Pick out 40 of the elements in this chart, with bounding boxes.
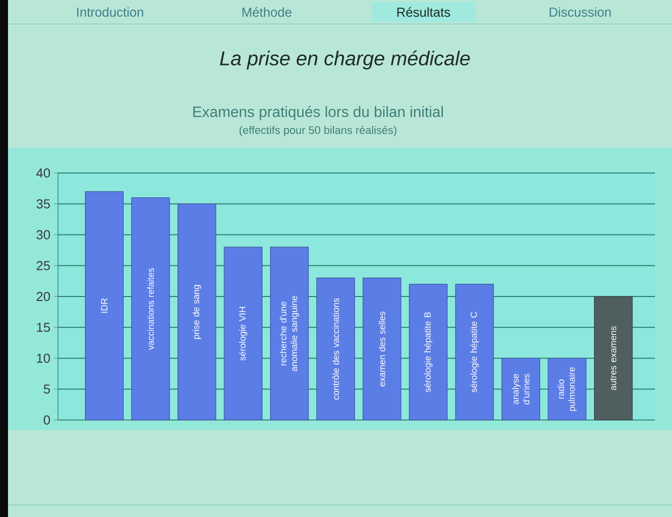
- bar: [455, 284, 494, 420]
- y-tick-label: 30: [36, 230, 50, 240]
- y-tick-label: 5: [44, 384, 50, 394]
- y-tick-label: 20: [36, 292, 50, 302]
- x-tick-label: autres examens: [610, 326, 616, 390]
- y-tick-label: 35: [36, 199, 50, 208]
- text: Introduction: [77, 7, 144, 17]
- x-tick-label: sérologie hépatite C: [470, 312, 479, 392]
- text: Résultats: [397, 7, 450, 17]
- chart-title: La prise en charge médicale: [220, 50, 470, 70]
- bar: [131, 197, 170, 420]
- y-tick-label: 0: [44, 415, 50, 425]
- x-tick-label: sérologie hépatite B: [424, 312, 432, 392]
- x-tick-label: radio pulmonaire: [557, 367, 577, 411]
- x-tick-label: contrôle des vaccinations: [332, 298, 340, 400]
- bar: [594, 296, 633, 420]
- text: Méthode: [242, 7, 292, 17]
- y-tick-label: 10: [36, 354, 50, 363]
- text: (effectifs pour 50 bilans réalisés): [240, 126, 396, 136]
- x-tick-label: analyse d'urines: [512, 374, 530, 404]
- x-tick-label: sérologie VIH: [238, 307, 248, 361]
- bar: [548, 358, 586, 420]
- bar: [270, 246, 309, 420]
- bar: [316, 278, 355, 420]
- bar: [362, 278, 402, 420]
- y-tick-label: 40: [36, 168, 50, 178]
- x-tick-label: vaccinations refaites: [147, 268, 154, 350]
- x-tick-label: recherche d'une anomalie sanguine: [280, 296, 299, 372]
- bar: [178, 204, 216, 420]
- x-tick-label: examen des selles: [378, 312, 386, 386]
- text: Discussion: [550, 7, 611, 17]
- bar: [408, 284, 448, 420]
- y-tick-label: 25: [36, 261, 50, 270]
- bar: [224, 246, 262, 420]
- bar: [84, 191, 124, 420]
- chart-subtitle: Examens pratiqués lors du bilan initial: [193, 106, 443, 120]
- x-tick-label: prise de sang: [192, 285, 202, 339]
- y-tick-label: 15: [36, 322, 50, 332]
- bar: [501, 358, 540, 420]
- x-tick-label: IDR: [101, 298, 108, 313]
